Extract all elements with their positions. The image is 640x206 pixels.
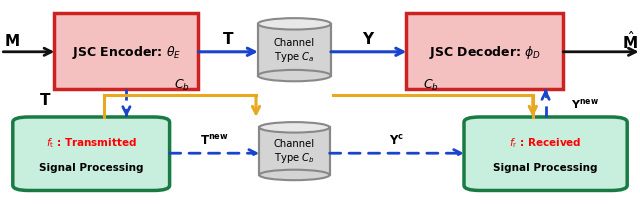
Text: $\mathbf{M}$: $\mathbf{M}$ bbox=[4, 33, 19, 49]
FancyBboxPatch shape bbox=[406, 14, 563, 90]
Text: $f_\mathrm{t}$ : Transmitted: $f_\mathrm{t}$ : Transmitted bbox=[46, 136, 136, 150]
Text: JSC Encoder: $\theta_E$: JSC Encoder: $\theta_E$ bbox=[72, 43, 181, 61]
Text: $\mathbf{T}$: $\mathbf{T}$ bbox=[38, 91, 51, 107]
Text: $\hat{\mathbf{M}}$: $\hat{\mathbf{M}}$ bbox=[622, 30, 637, 52]
Text: Signal Processing: Signal Processing bbox=[493, 162, 598, 172]
Text: $\mathbf{Y}^\mathbf{c}$: $\mathbf{Y}^\mathbf{c}$ bbox=[389, 133, 404, 147]
Text: $\mathbf{Y}^\mathbf{new}$: $\mathbf{Y}^\mathbf{new}$ bbox=[572, 97, 599, 110]
Ellipse shape bbox=[258, 19, 331, 30]
FancyBboxPatch shape bbox=[13, 117, 170, 191]
Text: JSC Decoder: $\phi_D$: JSC Decoder: $\phi_D$ bbox=[429, 43, 541, 61]
Text: $C_b$: $C_b$ bbox=[173, 78, 189, 93]
FancyBboxPatch shape bbox=[54, 14, 198, 90]
Text: Channel
Type $C_b$: Channel Type $C_b$ bbox=[274, 138, 315, 164]
Text: $f_\mathrm{r}$ : Received: $f_\mathrm{r}$ : Received bbox=[509, 136, 582, 150]
Ellipse shape bbox=[259, 123, 330, 133]
Text: Channel
Type $C_a$: Channel Type $C_a$ bbox=[274, 37, 315, 63]
Text: Signal Processing: Signal Processing bbox=[39, 162, 143, 172]
FancyBboxPatch shape bbox=[464, 117, 627, 191]
Ellipse shape bbox=[259, 170, 330, 180]
Text: $\mathbf{T}^\mathbf{new}$: $\mathbf{T}^\mathbf{new}$ bbox=[200, 133, 229, 147]
Polygon shape bbox=[258, 25, 331, 76]
Text: $\mathbf{Y}$: $\mathbf{Y}$ bbox=[362, 31, 375, 47]
Text: $C_b$: $C_b$ bbox=[423, 78, 439, 93]
Polygon shape bbox=[259, 128, 330, 175]
Text: $\mathbf{T}$: $\mathbf{T}$ bbox=[222, 31, 234, 47]
Ellipse shape bbox=[258, 70, 331, 82]
